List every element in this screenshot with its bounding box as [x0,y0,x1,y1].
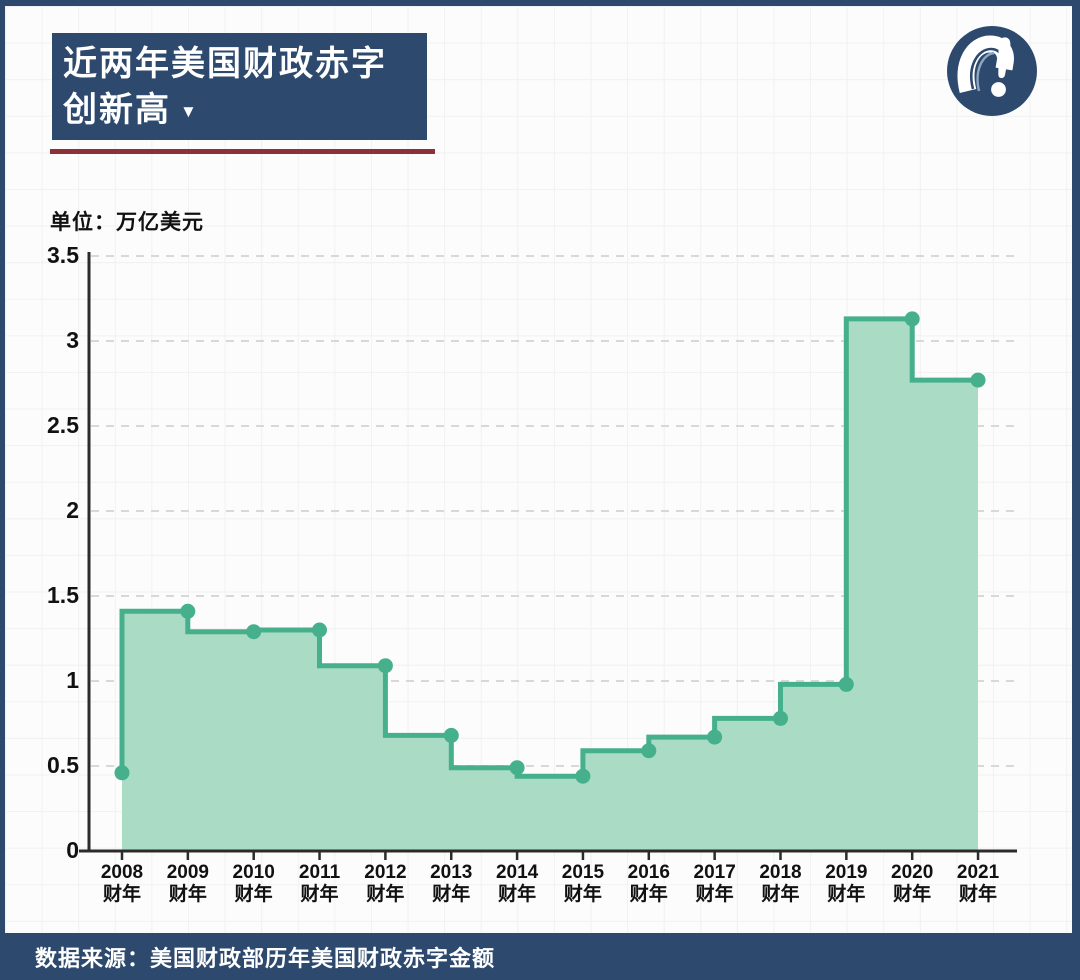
data-point-2020 [904,311,920,327]
data-point-2018 [773,710,788,726]
step-area-fill [122,318,978,851]
data-point-2021 [970,372,986,388]
data-point-2012 [377,658,393,674]
title-box: 近两年美国财政赤字 创新高 ▼ [52,33,427,140]
page-title-line2-wrap: 创新高 ▼ [63,87,427,135]
data-point-2011 [312,622,327,638]
title-underline [50,149,435,154]
brand-logo [947,26,1037,116]
step-area-chart [79,252,1017,860]
data-point-2019 [838,676,854,692]
source-footer: 数据来源：美国财政部历年美国财政赤字金额 [0,933,1080,980]
data-point-2010 [246,624,262,640]
data-source-text: 数据来源：美国财政部历年美国财政赤字金额 [35,945,496,971]
content-area: 近两年美国财政赤字 创新高 ▼ 单位：万亿美元 0 0.5 1 1.5 2 2.5 3 3.5 2… [5,6,1072,933]
triangle-down-icon: ▼ [180,102,197,121]
data-point-2017 [707,729,723,745]
data-point-2015 [575,768,591,784]
data-point-2009 [180,603,196,619]
data-point-2013 [443,727,459,743]
unit-label: 单位：万亿美元 [50,211,204,234]
page-title-line2: 创新高 [63,91,171,129]
data-point-2008 [114,765,130,781]
data-point-2014 [509,760,525,776]
data-point-2016 [641,743,657,759]
page-title-line1: 近两年美国财政赤字 [63,45,387,83]
logo-exclamation-icon [991,37,1011,97]
